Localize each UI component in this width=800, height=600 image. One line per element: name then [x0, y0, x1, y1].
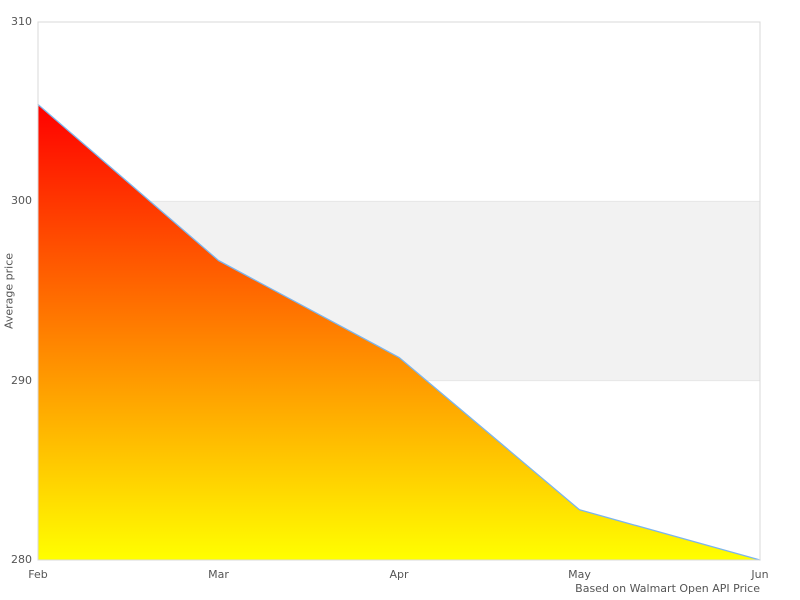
area-series [38, 104, 760, 560]
series-line [37, 103, 761, 561]
x-axis-tick-label: Apr [389, 568, 409, 581]
x-axis-tick-label: May [568, 568, 591, 581]
x-axis-tick-label: Mar [208, 568, 229, 581]
x-axis-tick-label: Jun [751, 568, 769, 581]
y-axis-tick-label: 280 [11, 553, 32, 566]
y-axis-tick-label: 310 [11, 15, 32, 28]
y-axis-title: Average price [2, 252, 16, 330]
plot-border [37, 21, 761, 561]
y-axis-tick-label: 290 [11, 373, 32, 387]
chart-caption: Based on Walmart Open API Price [575, 582, 760, 595]
y-axis-tick-label: 300 [11, 194, 32, 208]
x-axis-tick-label: Feb [28, 568, 48, 581]
